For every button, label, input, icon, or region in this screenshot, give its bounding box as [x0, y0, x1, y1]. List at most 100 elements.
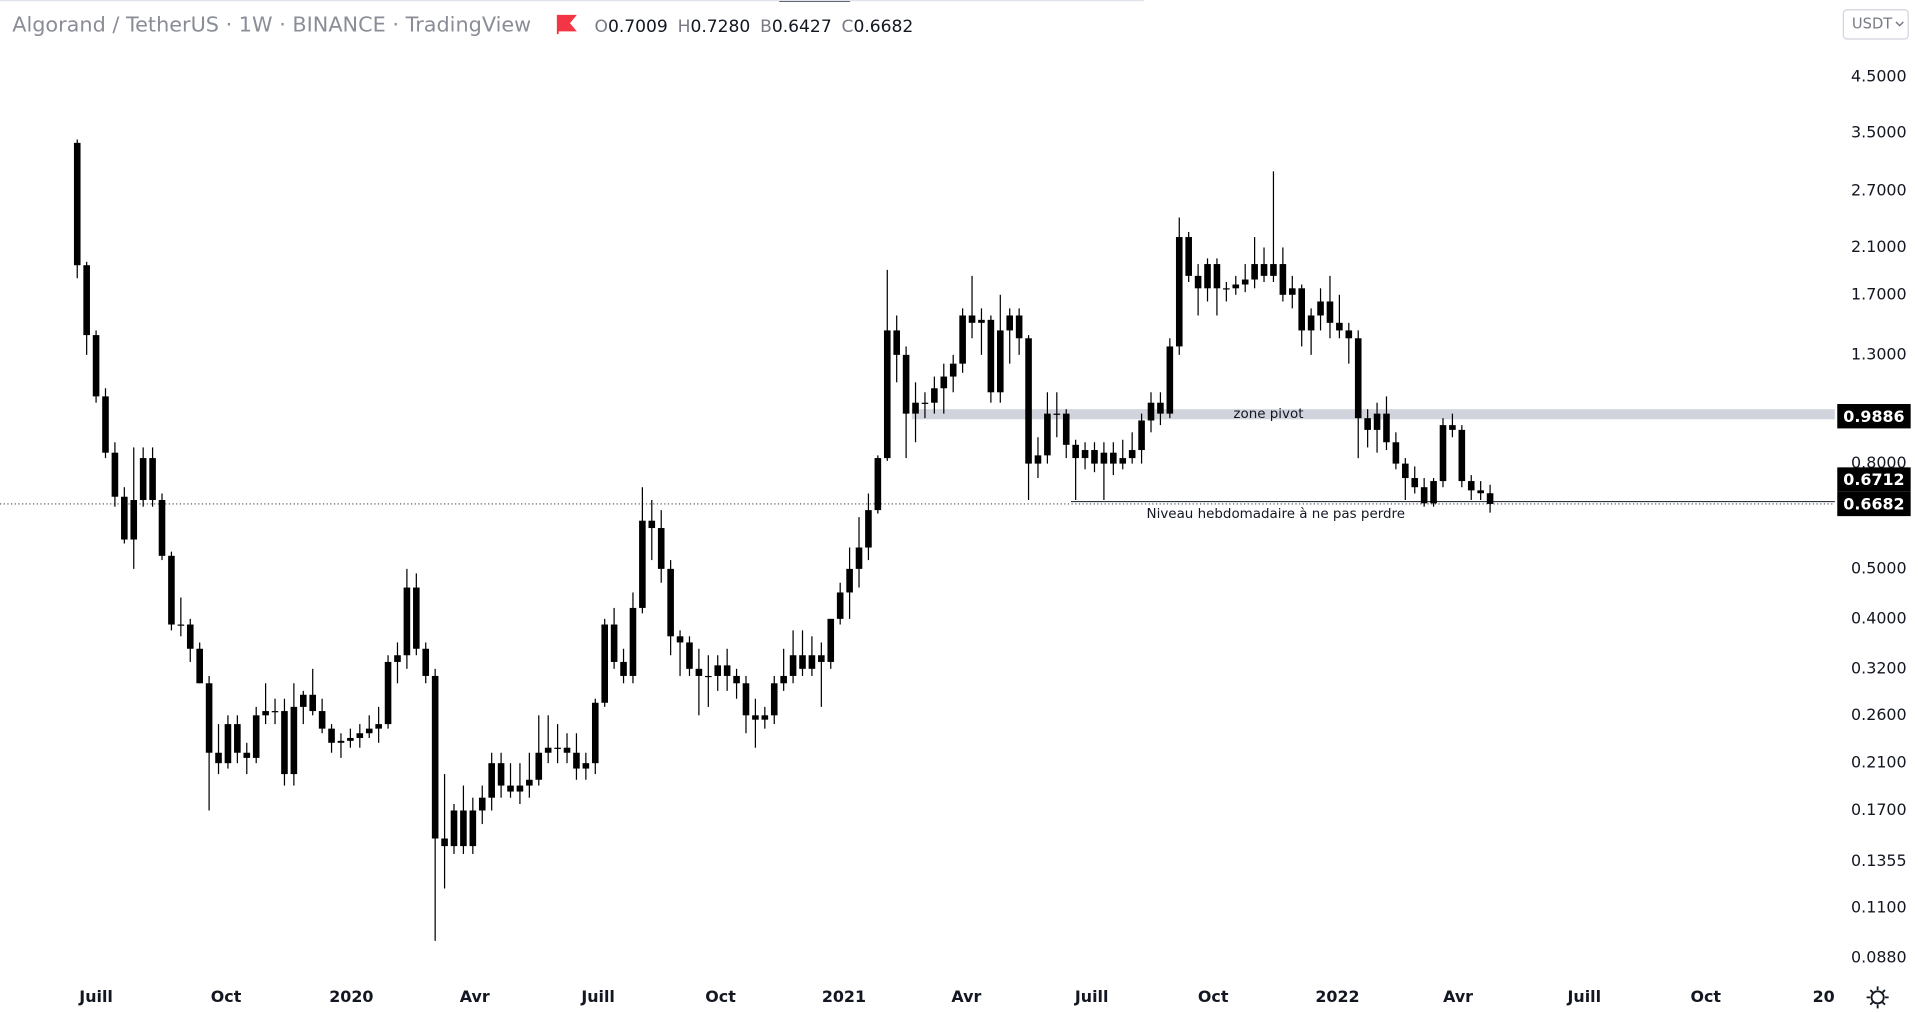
- candle-body: [780, 675, 787, 684]
- candle-body: [1402, 463, 1409, 479]
- candle-body: [808, 655, 816, 669]
- candle-body: [827, 618, 835, 662]
- candle-body: [705, 675, 712, 678]
- candle-body: [469, 810, 477, 847]
- candle-body: [1091, 450, 1098, 464]
- candle-body: [1006, 315, 1014, 331]
- legend-key: B: [760, 17, 772, 37]
- candle-body: [139, 458, 147, 501]
- candle-body: [356, 733, 364, 738]
- candle-body: [1034, 455, 1042, 464]
- currency-button[interactable]: [1842, 9, 1909, 40]
- candle-body: [799, 655, 806, 669]
- candle-body: [1364, 418, 1371, 430]
- candle-body: [290, 706, 298, 775]
- candle-body: [526, 779, 533, 786]
- candle-body: [695, 668, 703, 676]
- candle-body: [403, 587, 411, 656]
- candle-body: [394, 655, 401, 662]
- candle-body: [1241, 279, 1249, 285]
- chevron-icon[interactable]: [1895, 21, 1904, 27]
- candle-body: [1157, 402, 1164, 414]
- candle-body: [770, 683, 778, 716]
- candle-body: [149, 458, 156, 501]
- x-tick-label: Avr: [951, 987, 981, 1006]
- legend-key: H: [678, 17, 691, 37]
- candle-body: [1383, 413, 1390, 443]
- candle-body: [83, 265, 90, 336]
- legend-value: 0.7280: [690, 17, 750, 37]
- candle-body: [1015, 315, 1023, 339]
- candle-body: [591, 702, 599, 764]
- candle-body: [234, 724, 241, 753]
- candle-body: [921, 402, 929, 404]
- candle-body: [375, 724, 382, 729]
- candle-body: [1025, 338, 1032, 464]
- candle-body: [582, 763, 590, 769]
- x-tick-label: Avr: [460, 987, 490, 1006]
- candle-body: [73, 142, 81, 266]
- candle-body: [347, 737, 354, 741]
- candle-body: [818, 655, 825, 662]
- candle-body: [997, 330, 1004, 393]
- candle-body: [1194, 275, 1202, 289]
- candle-body: [931, 388, 938, 403]
- candle-body: [855, 547, 863, 569]
- x-tick-label: Juill: [78, 987, 113, 1006]
- x-tick-label: 2021: [822, 987, 866, 1006]
- candle-body: [940, 376, 948, 389]
- candle-body: [1486, 493, 1494, 504]
- candle-body: [1326, 301, 1334, 323]
- y-tick-label: 0.0880: [1851, 947, 1907, 966]
- candle-body: [441, 838, 448, 847]
- y-tick-label: 1.3000: [1851, 344, 1907, 363]
- candle-body: [1204, 264, 1211, 289]
- candle-body: [1420, 487, 1428, 504]
- y-tick-label: 2.7000: [1851, 181, 1907, 200]
- candle-body: [836, 592, 844, 619]
- candle-body: [978, 319, 985, 323]
- candle-body: [1053, 413, 1061, 415]
- candle-body: [299, 694, 307, 707]
- candle-body: [1044, 413, 1051, 456]
- candle-body: [196, 648, 203, 684]
- x-tick-label: 2022: [1315, 987, 1359, 1006]
- candle-body: [676, 636, 684, 643]
- candle-body: [1288, 288, 1296, 295]
- candle-body: [667, 568, 674, 637]
- candle-body: [1213, 264, 1221, 289]
- candle-body: [1336, 322, 1343, 331]
- candle-body: [186, 624, 194, 649]
- y-tick-label: 0.3200: [1851, 658, 1907, 677]
- candle-body: [789, 655, 797, 676]
- candle-body: [328, 728, 335, 743]
- settings-icon[interactable]: [1866, 986, 1889, 1009]
- x-tick-label: Juill: [1074, 987, 1109, 1006]
- candle-body: [1373, 413, 1381, 430]
- candle-body: [365, 728, 373, 734]
- legend-value: 0.6427: [772, 17, 832, 37]
- candle-body: [384, 661, 392, 725]
- flag-icon[interactable]: [556, 14, 577, 35]
- candle-body: [413, 587, 420, 649]
- candle-body: [1260, 264, 1268, 276]
- y-tick-label: 3.5000: [1851, 123, 1907, 142]
- candle-body: [1317, 301, 1324, 316]
- candle-body: [893, 330, 900, 355]
- candle-body: [130, 500, 138, 540]
- candle-body: [1232, 284, 1240, 289]
- candle-body: [1298, 288, 1306, 331]
- candle-body: [1270, 264, 1277, 276]
- price-tag-label: 0.6712: [1843, 470, 1904, 489]
- candle-body: [544, 747, 552, 753]
- candle-body: [488, 763, 495, 798]
- candle-body: [686, 642, 693, 669]
- candle-body: [1354, 338, 1362, 419]
- currency-label[interactable]: USDT: [1852, 15, 1892, 32]
- pivot-zone: [911, 409, 1835, 420]
- candle-body: [243, 752, 251, 758]
- candle-body: [1392, 442, 1400, 464]
